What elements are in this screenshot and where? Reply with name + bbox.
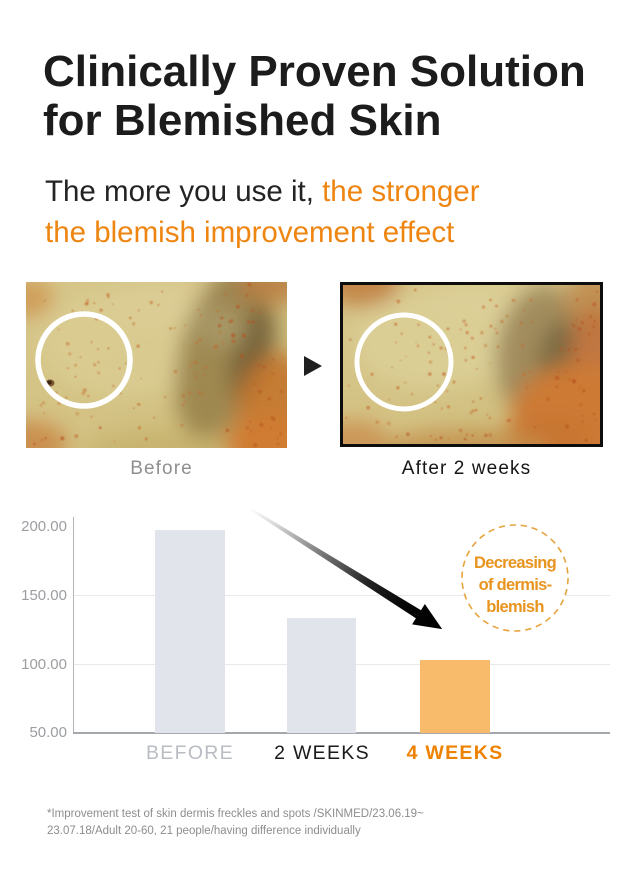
svg-text:of dermis-: of dermis- [479,576,552,594]
svg-text:blemish: blemish [486,598,544,616]
svg-text:Decreasing: Decreasing [474,554,556,572]
